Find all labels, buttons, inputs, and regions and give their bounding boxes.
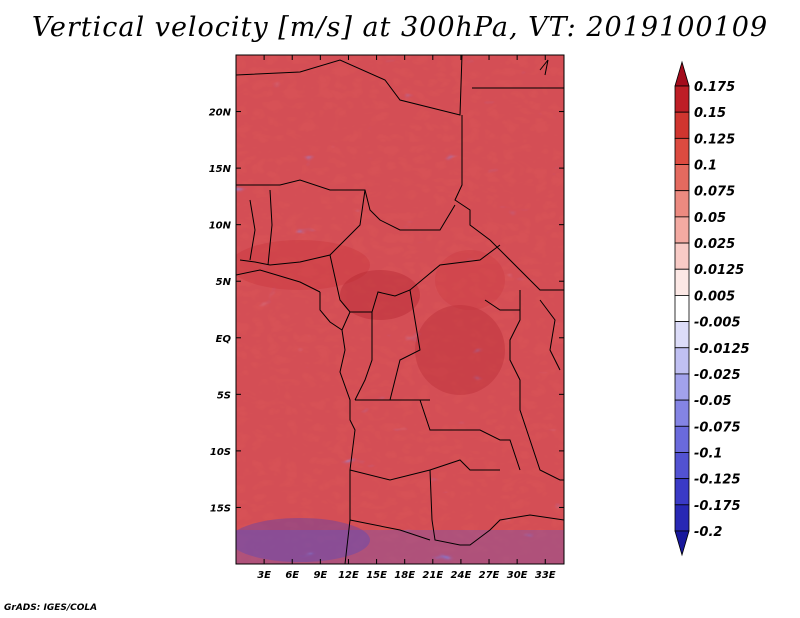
colorbar-label: -0.025 <box>694 368 741 383</box>
colorbar-segment <box>674 399 690 427</box>
country-borders <box>236 55 564 564</box>
colorbar-label: 0.15 <box>694 106 726 121</box>
lat-tick-label: 15N <box>209 164 232 175</box>
colorbar-label: 0.075 <box>694 185 735 200</box>
colorbar-segment <box>674 504 690 532</box>
colorbar-label: -0.005 <box>694 316 741 331</box>
colorbar-label: -0.175 <box>694 499 741 514</box>
latitude-axis: 20N 15N 10N 5N EQ 5S 10S 15S <box>209 108 564 514</box>
colorbar-segment <box>674 347 690 375</box>
lon-tick-label: 12E <box>338 570 359 581</box>
plot-frame <box>235 54 565 565</box>
colorbar-label: -0.05 <box>694 394 731 409</box>
grads-credit: GrADS: IGES/COLA <box>4 603 98 613</box>
colorbar-segment <box>674 111 690 139</box>
colorbar-segment <box>674 530 690 557</box>
lat-tick-label: 10N <box>209 221 232 232</box>
colorbar-label: -0.2 <box>694 525 722 540</box>
lon-tick-label: 15E <box>366 570 387 581</box>
colorbar-segment <box>674 295 690 322</box>
lon-tick-label: 24E <box>451 570 472 581</box>
colorbar-label: -0.125 <box>694 473 741 488</box>
colorbar-segment <box>674 321 690 349</box>
colorbar-segment <box>674 85 690 113</box>
colorbar-segment <box>674 452 690 480</box>
lat-tick-label: EQ <box>216 334 232 345</box>
lon-tick-label: 6E <box>285 570 299 581</box>
colorbar-label: -0.0125 <box>694 342 750 357</box>
colorbar-segment <box>674 137 690 165</box>
chart-title: Vertical velocity [m/s] at 300hPa, VT: 2… <box>31 12 769 43</box>
colorbar-label: 0.1 <box>694 159 717 174</box>
colorbar-segment <box>674 242 690 270</box>
lon-tick-label: 9E <box>313 570 327 581</box>
colorbar-segment <box>674 164 690 192</box>
colorbar-segment <box>674 216 690 244</box>
colorbar-label: 0.0125 <box>694 263 744 278</box>
colorbar-segment <box>674 60 690 87</box>
lon-tick-label: 27E <box>479 570 500 581</box>
lat-tick-label: 5N <box>216 277 232 288</box>
longitude-axis: 3E 6E 9E 12E 15E 18E 21E 24E 27E 30E 33E <box>257 55 556 581</box>
colorbar-segment <box>674 478 690 506</box>
colorbar-label: 0.05 <box>694 211 726 226</box>
colorbar-label: 0.005 <box>694 289 735 304</box>
colorbar-label: -0.075 <box>694 420 741 435</box>
lon-tick-label: 21E <box>422 570 443 581</box>
colorbar-label: -0.1 <box>694 446 722 461</box>
lat-tick-label: 15S <box>210 503 231 514</box>
lat-tick-label: 5S <box>217 390 231 401</box>
colorbar-segment <box>674 268 690 296</box>
lat-tick-label: 20N <box>209 108 232 119</box>
colorbar-label: 0.125 <box>694 132 735 147</box>
lon-tick-label: 33E <box>535 570 556 581</box>
lon-tick-label: 30E <box>507 570 528 581</box>
lon-tick-label: 3E <box>257 570 271 581</box>
colorbar-segment <box>674 373 690 401</box>
colorbar-label: 0.025 <box>694 237 735 252</box>
lon-tick-label: 18E <box>394 570 415 581</box>
colorbar-segment <box>674 190 690 218</box>
colorbar: 0.175 0.15 0.125 0.1 0.075 0.05 0.025 0.0125 0.0… <box>674 60 750 557</box>
lat-tick-label: 10S <box>210 447 231 458</box>
colorbar-segment <box>674 425 690 453</box>
colorbar-label: 0.175 <box>694 80 735 95</box>
